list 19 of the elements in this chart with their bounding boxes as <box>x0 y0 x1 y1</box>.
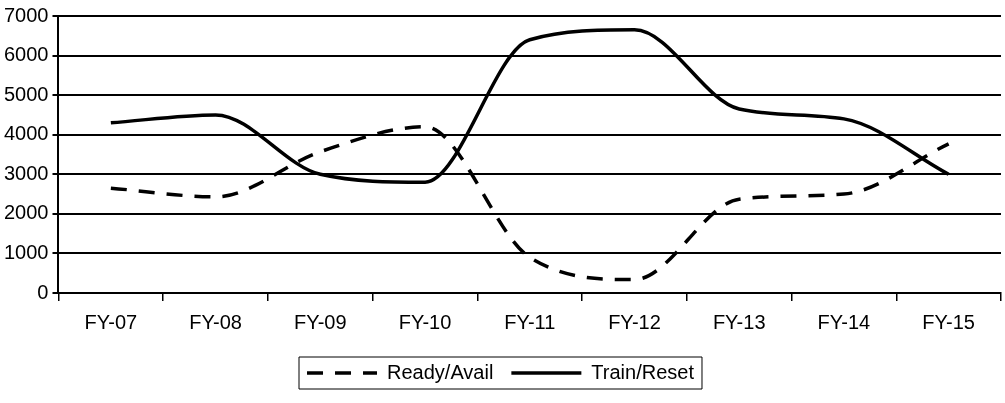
x-tick-label: FY-11 <box>504 310 556 333</box>
x-tick-label: FY-12 <box>608 310 661 333</box>
y-tick-label: 2000 <box>3 201 49 224</box>
x-tick-label: FY-07 <box>84 310 138 333</box>
x-tick-label: FY-14 <box>817 310 871 333</box>
legend-label: Train/Reset <box>591 360 695 383</box>
y-tick-label: 4000 <box>3 122 49 145</box>
y-tick-label: 3000 <box>3 161 49 184</box>
y-tick-label: 5000 <box>3 82 49 105</box>
y-tick-label: 1000 <box>3 240 49 263</box>
x-tick-label: FY-13 <box>712 310 766 333</box>
x-tick-label: FY-09 <box>293 310 347 333</box>
y-tick-label: 6000 <box>3 43 49 66</box>
y-tick-label: 7000 <box>3 3 49 26</box>
x-tick-label: FY-10 <box>398 310 452 333</box>
y-tick-label: 0 <box>37 280 49 303</box>
legend-label: Ready/Avail <box>387 360 494 383</box>
x-tick-label: FY-08 <box>189 310 242 333</box>
x-tick-label: FY-15 <box>922 310 975 333</box>
